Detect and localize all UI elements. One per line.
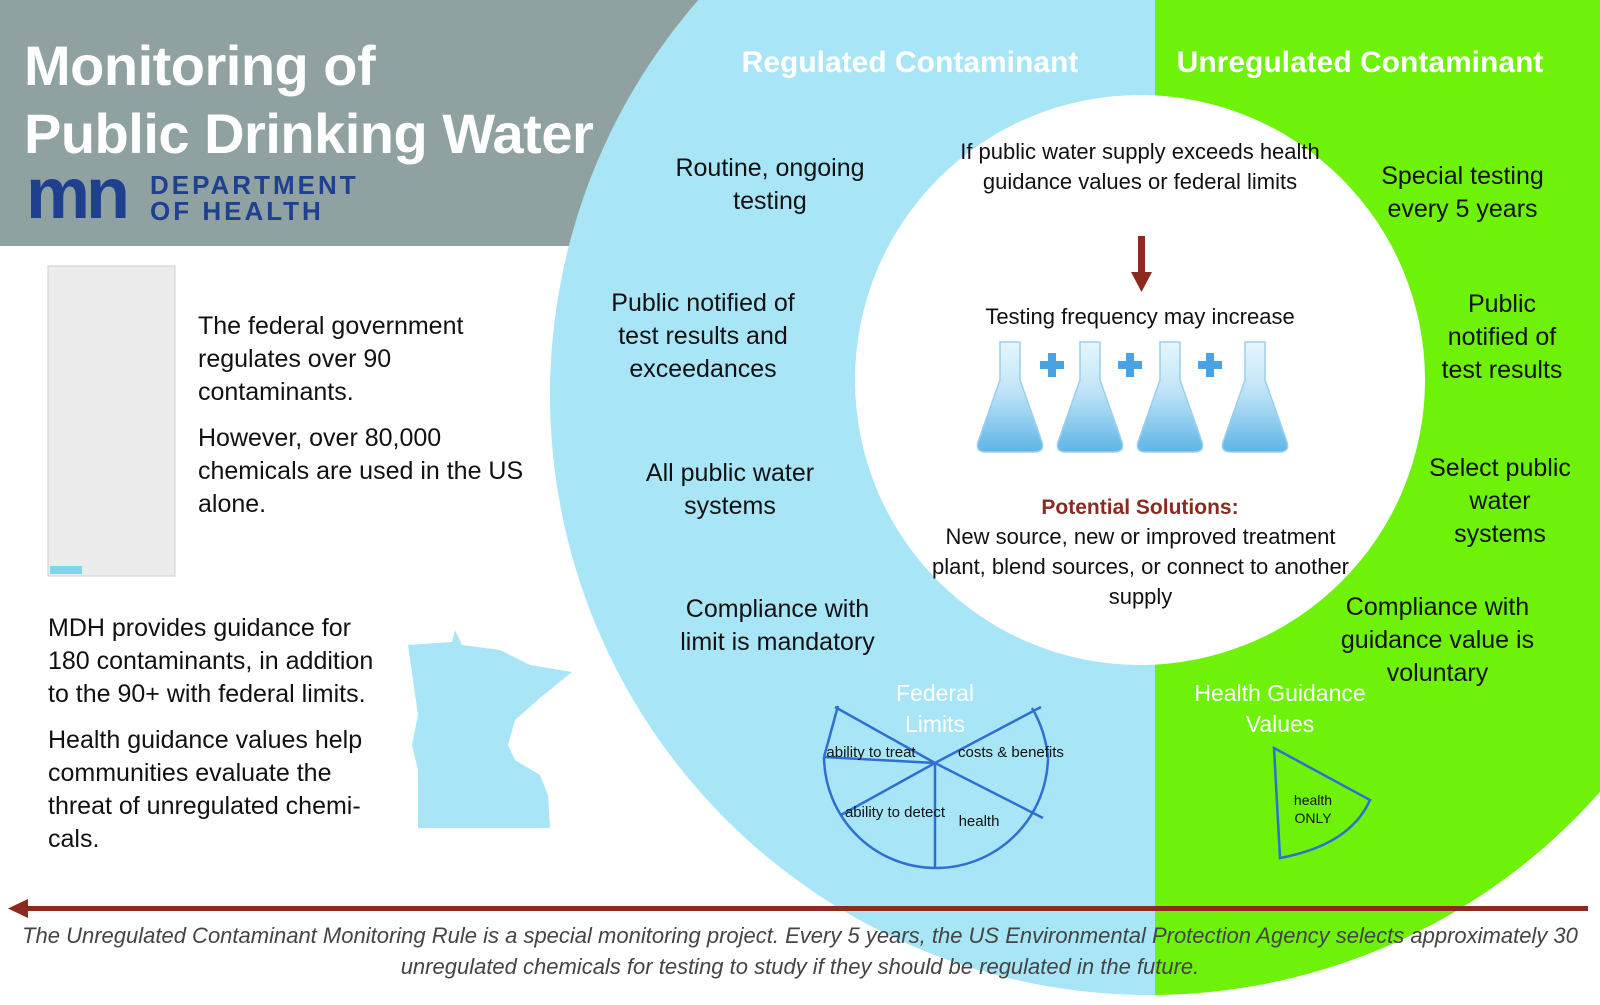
chemicals-text: However, over 80,000 chemicals are used … <box>198 424 524 518</box>
health-guidance-pie <box>1272 745 1372 860</box>
federal-limits-title: Federal Limits <box>896 680 974 737</box>
federal-text: The federal government regulates over 90… <box>198 312 464 406</box>
dept-line-1: DEPARTMENT <box>150 170 359 200</box>
page-title: Monitoring of Public Drinking Water <box>24 32 594 168</box>
unregulated-item: Select public water systems <box>1429 454 1571 548</box>
regulated-heading: Regulated Contaminant <box>741 46 1079 79</box>
plus-icon <box>1198 353 1222 377</box>
unregulated-item: Compliance with guidance value is volunt… <box>1340 593 1535 687</box>
contaminant-grid <box>47 265 176 577</box>
title-line-2: Public Drinking Water <box>24 102 594 165</box>
regulated-item: All public water systems <box>645 459 815 520</box>
title-line-1: Monitoring of <box>24 34 376 97</box>
footer-note: The Unregulated Contaminant Monitoring R… <box>22 923 1578 979</box>
plus-icon <box>1040 353 1064 377</box>
timeline-arrow-icon <box>8 899 1588 918</box>
unregulated-heading: Unregulated Contaminant <box>1176 46 1544 79</box>
unregulated-item: Special testing every 5 years <box>1381 162 1544 223</box>
unregulated-item: Public notified of test results <box>1441 290 1563 384</box>
minnesota-map-icon <box>408 630 572 828</box>
plus-icon <box>1118 353 1142 377</box>
flask-icon <box>1221 341 1289 453</box>
health-only-label: health ONLY <box>1293 792 1333 826</box>
pie-slice-label: costs & benefits <box>958 744 1064 761</box>
department-label: DEPARTMENT OF HEALTH <box>150 172 359 224</box>
federal-limits-pie <box>822 705 1050 870</box>
trigger-text: If public water supply exceeds health gu… <box>960 139 1320 194</box>
flask-icon <box>976 341 1044 453</box>
solutions-text: New source, new or improved treatment pl… <box>931 524 1350 609</box>
dept-line-2: OF HEALTH <box>150 196 324 226</box>
regulated-item: Public notified of test results and exce… <box>611 289 795 383</box>
pie-slice-label: health <box>959 813 1000 830</box>
flask-icon <box>1056 341 1124 453</box>
regulated-item: Compliance with limit is mandatory <box>680 595 875 656</box>
down-arrow-icon <box>1131 236 1152 292</box>
regulated-item: Routine, ongoing testing <box>675 154 865 215</box>
center-circle <box>855 95 1425 665</box>
solutions-title: Potential Solutions: <box>1041 496 1239 519</box>
guidance-text: Health guidance values help communities … <box>48 726 363 853</box>
flask-icon <box>1136 341 1204 453</box>
pie-slice-label: ability to detect <box>845 804 946 821</box>
health-guidance-title: Health Guidance Values <box>1194 680 1366 737</box>
mdh-text: MDH provides guidance for 180 contaminan… <box>48 614 374 708</box>
pie-slice-label: ability to treat <box>826 744 916 761</box>
mn-logo-icon: mn <box>26 154 130 234</box>
frequency-text: Testing frequency may increase <box>985 304 1295 329</box>
